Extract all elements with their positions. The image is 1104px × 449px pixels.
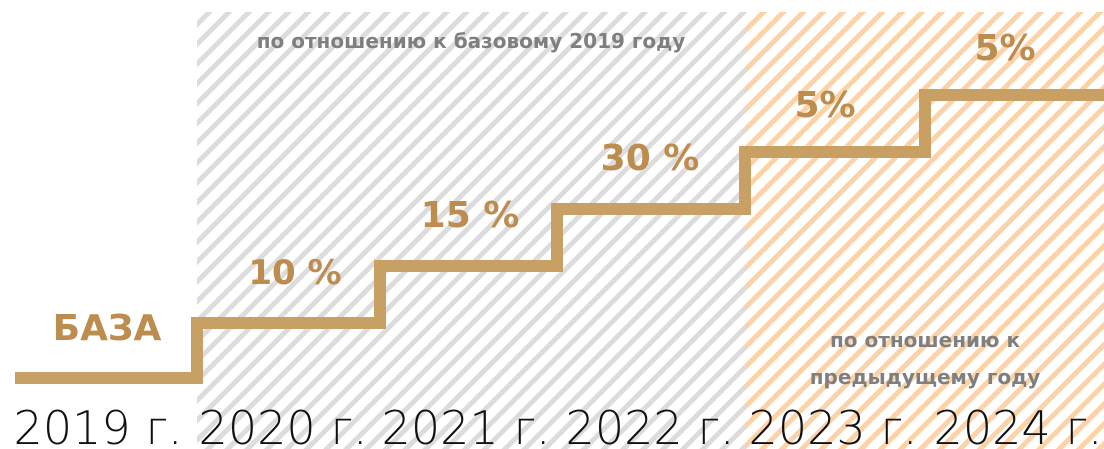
step-label: 5% bbox=[974, 28, 1035, 69]
year-label: 2020 г. bbox=[199, 401, 368, 449]
step-label: 15 % bbox=[421, 195, 520, 236]
year-label: 2022 г. bbox=[566, 401, 735, 449]
year-label: 2024 г. bbox=[934, 401, 1103, 449]
step-label: 30 % bbox=[601, 138, 700, 179]
staircase bbox=[15, 89, 1104, 384]
step-label: 10 % bbox=[248, 253, 341, 293]
year-label: 2023 г. bbox=[749, 401, 918, 449]
prev-year-area bbox=[745, 12, 1104, 449]
year-label: 2019 г. bbox=[14, 401, 183, 449]
year-label: 2021 г. bbox=[382, 401, 551, 449]
header-note: по отношению к базовому 2019 году bbox=[257, 29, 686, 53]
step-label: 5% bbox=[794, 85, 855, 126]
base-period-area bbox=[197, 12, 745, 449]
footer-note: по отношению к bbox=[830, 328, 1020, 352]
step-label: БАЗА bbox=[53, 308, 162, 349]
footer-note: предыдущему году bbox=[810, 365, 1041, 389]
